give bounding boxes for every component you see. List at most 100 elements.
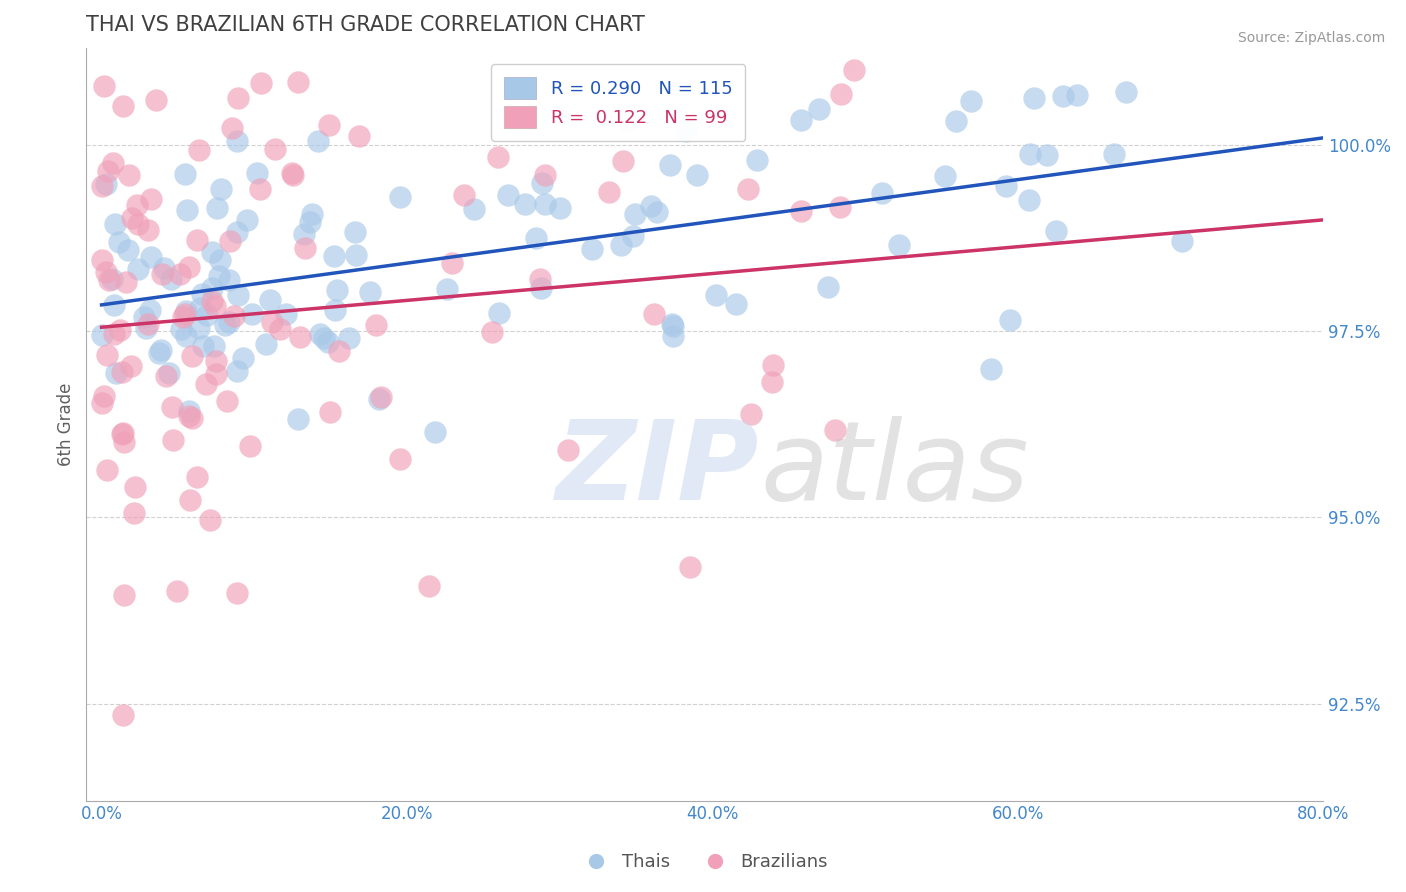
Point <box>226 225 249 239</box>
Point <box>249 182 271 196</box>
Point <box>90 252 112 267</box>
Point <box>246 166 269 180</box>
Y-axis label: 6th Grade: 6th Grade <box>58 383 75 466</box>
Point <box>108 235 131 249</box>
Point <box>169 267 191 281</box>
Point <box>889 237 911 252</box>
Point <box>830 200 852 214</box>
Point <box>704 288 727 302</box>
Point <box>481 325 503 339</box>
Point <box>496 188 519 202</box>
Point <box>513 197 536 211</box>
Point <box>870 186 893 200</box>
Point <box>90 328 112 343</box>
Point <box>530 176 553 190</box>
Point <box>725 297 748 311</box>
Point <box>226 364 249 378</box>
Point <box>745 153 768 167</box>
Point <box>418 579 440 593</box>
Point <box>301 207 323 221</box>
Point <box>179 492 201 507</box>
Point <box>124 480 146 494</box>
Point <box>368 392 391 406</box>
Point <box>177 260 200 274</box>
Point <box>162 433 184 447</box>
Point <box>337 331 360 345</box>
Point <box>117 244 139 258</box>
Point <box>170 322 193 336</box>
Point <box>93 390 115 404</box>
Point <box>318 118 340 132</box>
Point <box>530 281 553 295</box>
Point <box>176 202 198 217</box>
Point <box>138 317 160 331</box>
Point <box>453 187 475 202</box>
Point <box>115 276 138 290</box>
Point <box>423 425 446 439</box>
Point <box>96 462 118 476</box>
Point <box>218 234 240 248</box>
Point <box>232 351 254 365</box>
Point <box>191 286 214 301</box>
Point <box>181 350 204 364</box>
Point <box>176 304 198 318</box>
Point <box>675 124 697 138</box>
Point <box>174 329 197 343</box>
Point <box>640 198 662 212</box>
Text: THAI VS BRAZILIAN 6TH GRADE CORRELATION CHART: THAI VS BRAZILIAN 6TH GRADE CORRELATION … <box>86 15 645 35</box>
Point <box>388 452 411 467</box>
Point <box>830 87 852 101</box>
Point <box>141 192 163 206</box>
Point <box>209 252 232 267</box>
Point <box>100 272 122 286</box>
Point <box>274 307 297 321</box>
Point <box>290 330 312 344</box>
Point <box>347 128 370 143</box>
Point <box>98 273 121 287</box>
Point <box>1018 194 1040 208</box>
Point <box>316 335 339 350</box>
Point <box>153 261 176 276</box>
Point <box>155 369 177 384</box>
Point <box>132 310 155 324</box>
Point <box>761 375 783 389</box>
Point <box>287 75 309 89</box>
Point <box>548 201 571 215</box>
Point <box>686 168 709 182</box>
Point <box>186 470 208 484</box>
Point <box>215 393 238 408</box>
Point <box>218 315 240 329</box>
Point <box>790 204 813 219</box>
Point <box>1066 88 1088 103</box>
Point <box>359 285 381 300</box>
Point <box>201 281 224 295</box>
Point <box>260 316 283 330</box>
Point <box>624 207 647 221</box>
Point <box>1022 90 1045 104</box>
Point <box>101 155 124 169</box>
Point <box>344 248 367 262</box>
Point <box>236 213 259 227</box>
Point <box>1170 234 1192 248</box>
Point <box>281 165 304 179</box>
Point <box>581 242 603 256</box>
Point <box>259 293 281 307</box>
Point <box>817 280 839 294</box>
Point <box>136 223 159 237</box>
Point <box>250 76 273 90</box>
Point <box>980 362 1002 376</box>
Point <box>308 326 330 341</box>
Point <box>221 120 243 135</box>
Point <box>110 323 132 337</box>
Point <box>204 299 226 313</box>
Point <box>610 238 633 252</box>
Point <box>436 282 458 296</box>
Point <box>557 443 579 458</box>
Point <box>91 178 114 193</box>
Point <box>1035 148 1057 162</box>
Point <box>287 411 309 425</box>
Point <box>314 331 336 345</box>
Point <box>96 348 118 362</box>
Point <box>298 215 321 229</box>
Point <box>188 301 211 316</box>
